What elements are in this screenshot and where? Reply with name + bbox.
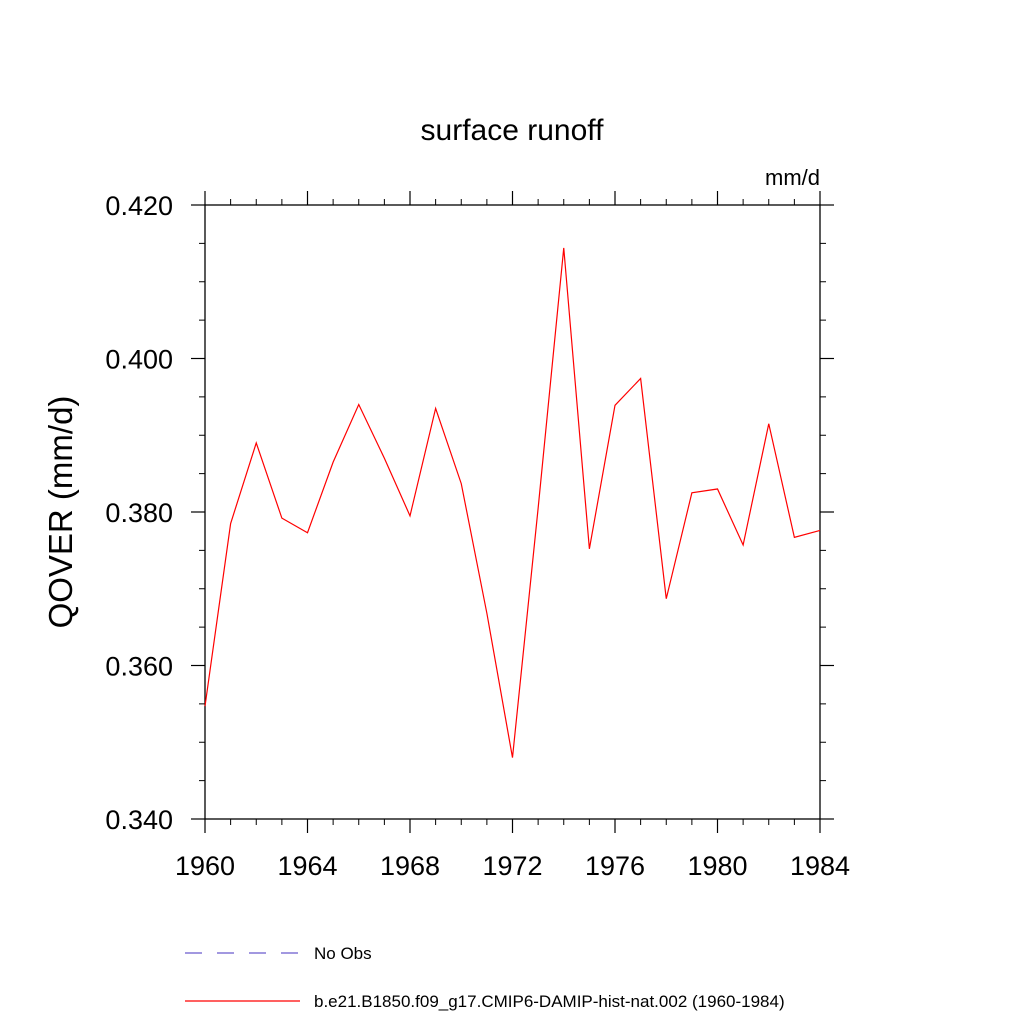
x-tick-label: 1976 <box>585 851 645 881</box>
series-layer <box>204 247 821 758</box>
y-tick-label: 0.400 <box>105 345 173 375</box>
y-axis-label: QOVER (mm/d) <box>42 396 79 629</box>
x-tick-label: 1984 <box>790 851 850 881</box>
x-tick-label: 1968 <box>380 851 440 881</box>
x-tick-label: 1980 <box>687 851 747 881</box>
legend-label: No Obs <box>314 944 372 963</box>
y-tick-label: 0.380 <box>105 498 173 528</box>
x-tick-label: 1960 <box>175 851 235 881</box>
y-tick-label: 0.360 <box>105 652 173 682</box>
y-tick-label: 0.340 <box>105 805 173 835</box>
legend: No Obs b.e21.B1850.f09_g17.CMIP6-DAMIP-hi… <box>185 944 785 1011</box>
legend-label: b.e21.B1850.f09_g17.CMIP6-DAMIP-hist-nat… <box>314 992 785 1011</box>
chart-title: surface runoff <box>421 114 605 147</box>
x-tick-label: 1972 <box>482 851 542 881</box>
plot-axes: 1960 1964 1968 1972 1976 1980 1984 0.340 0.360 0.… <box>105 191 850 881</box>
x-tick-label: 1964 <box>277 851 337 881</box>
y-tick-label: 0.420 <box>105 191 173 221</box>
units-label: mm/d <box>765 165 820 190</box>
series-line <box>204 247 821 758</box>
